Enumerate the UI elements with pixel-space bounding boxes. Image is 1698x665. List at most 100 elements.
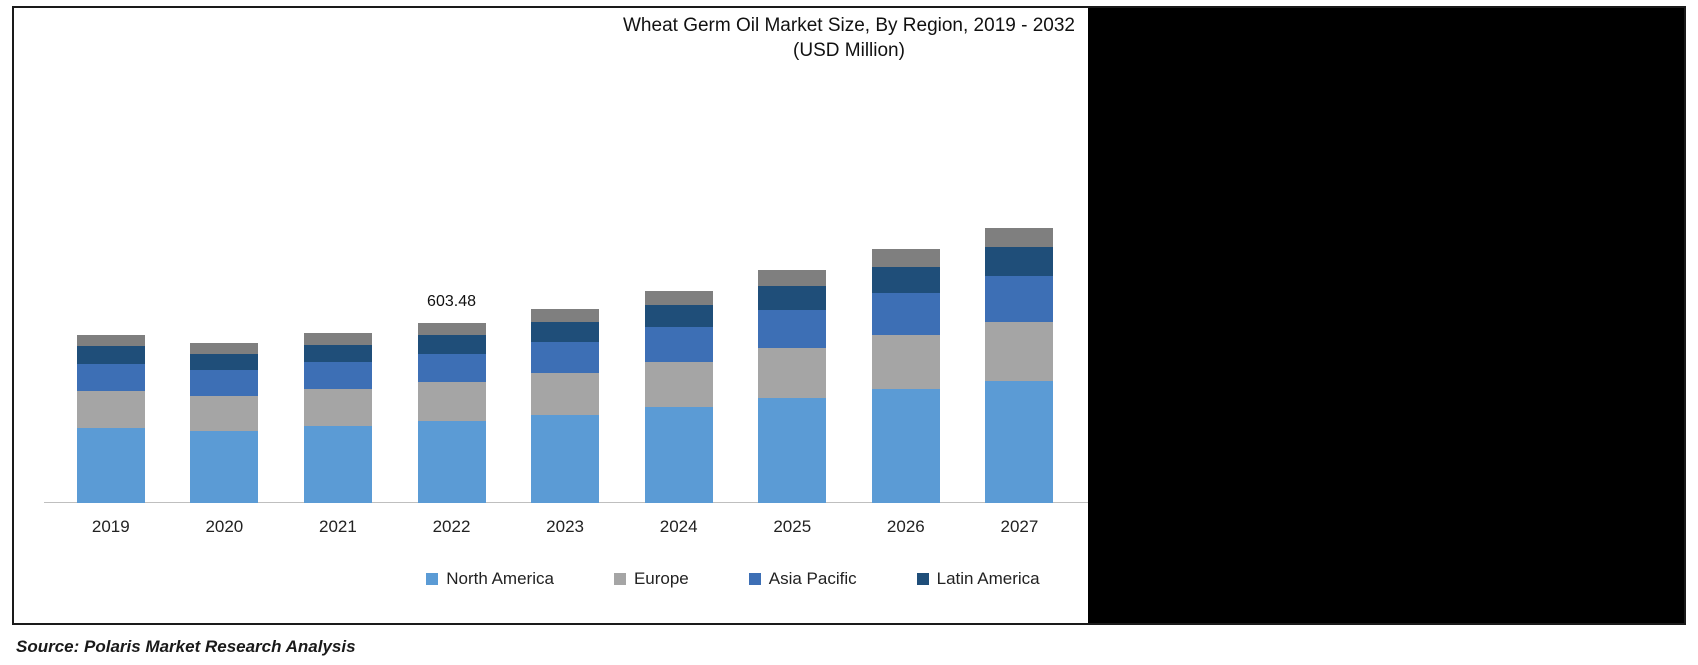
bar-segment — [758, 310, 826, 348]
bar-segment — [1213, 185, 1281, 208]
bar-segment — [1553, 263, 1621, 345]
bar-segment — [304, 345, 372, 363]
legend-swatch — [426, 573, 438, 585]
bar-segment — [1326, 190, 1394, 226]
bar-stack — [1099, 206, 1167, 503]
bar-stack — [1553, 124, 1621, 503]
legend-swatch — [749, 573, 761, 585]
bar-segment — [1440, 173, 1508, 212]
bar-segment — [1099, 228, 1167, 259]
legend-item: Asia Pacific — [749, 569, 857, 589]
bar-segment — [304, 362, 372, 389]
legend-label: Europe — [634, 569, 689, 589]
source-attribution: Source: Polaris Market Research Analysis — [16, 637, 356, 657]
legend-swatch — [614, 573, 626, 585]
bar-segment — [1553, 345, 1621, 503]
bar-slot: 2026 — [849, 249, 963, 503]
bar-segment — [645, 291, 713, 305]
bar-segment — [758, 270, 826, 286]
bar-stack — [1213, 185, 1281, 503]
bars-container: 2019202020212022603.48202320242025202620… — [44, 78, 1654, 503]
bar-segment — [1099, 259, 1167, 310]
bar-segment — [190, 370, 258, 396]
bar-stack — [758, 270, 826, 503]
bar-stack — [872, 249, 940, 503]
bar-segment — [758, 398, 826, 503]
x-axis-label: 2031 — [1455, 517, 1493, 537]
legend-item: Middle East & Africa — [1100, 569, 1272, 589]
bar-segment — [1099, 206, 1167, 227]
x-axis-label: 2025 — [773, 517, 811, 537]
bar-segment — [1213, 242, 1281, 297]
legend-label: North America — [446, 569, 554, 589]
bar-segment — [645, 327, 713, 362]
bar-segment — [872, 335, 940, 389]
bar-segment — [872, 389, 940, 503]
bar-segment — [985, 322, 1053, 381]
bar-segment — [985, 247, 1053, 276]
bar-stack — [304, 333, 372, 503]
x-axis-label: 2032 — [1568, 517, 1606, 537]
bar-segment — [531, 309, 599, 322]
chart-title-line1: Wheat Germ Oil Market Size, By Region, 2… — [14, 14, 1684, 39]
x-axis-label: 2020 — [205, 517, 243, 537]
bar-segment — [1440, 276, 1508, 353]
bar-segment — [531, 342, 599, 373]
bar-stack — [645, 291, 713, 503]
bar-segment — [985, 276, 1053, 322]
bar-segment — [190, 354, 258, 371]
bar-segment — [645, 305, 713, 327]
bar-stack — [531, 309, 599, 503]
x-axis-label: 2024 — [660, 517, 698, 537]
bar-slot: 2027 — [963, 228, 1077, 503]
bar-segment — [1099, 373, 1167, 503]
bar-segment — [418, 335, 486, 354]
bar-slot: 2023 — [508, 309, 622, 503]
bar-slot: 2032 — [1531, 124, 1645, 503]
legend-label: Middle East & Africa — [1120, 569, 1272, 589]
x-axis-label: 2030 — [1341, 517, 1379, 537]
bar-segment — [645, 407, 713, 503]
bar-segment — [1440, 212, 1508, 275]
data-callout: 603.48 — [427, 293, 476, 311]
bar-segment — [1326, 165, 1394, 190]
chart-title-line2: (USD Million) — [14, 39, 1684, 64]
bar-segment — [418, 382, 486, 421]
bar-segment — [1326, 286, 1394, 359]
legend-swatch — [1100, 573, 1112, 585]
bar-stack — [1326, 165, 1394, 503]
bar-segment — [1440, 353, 1508, 503]
bar-stack — [418, 323, 486, 503]
bar-segment — [418, 323, 486, 335]
bar-slot: 2020 — [168, 343, 282, 503]
bar-segment — [77, 391, 145, 428]
bar-stack — [190, 343, 258, 503]
bar-segment — [872, 293, 940, 335]
bar-slot: 2024 — [622, 291, 736, 503]
bar-slot: 2030 — [1303, 165, 1417, 503]
x-axis-label: 2021 — [319, 517, 357, 537]
legend-label: Asia Pacific — [769, 569, 857, 589]
legend-label: Latin America — [937, 569, 1040, 589]
x-axis-label: 2026 — [887, 517, 925, 537]
legend-item: Latin America — [917, 569, 1040, 589]
bar-stack — [77, 335, 145, 503]
bar-slot: 2022603.48 — [395, 323, 509, 503]
bar-slot: 2029 — [1190, 185, 1304, 503]
x-axis-label: 2019 — [92, 517, 130, 537]
bar-stack — [1440, 146, 1508, 503]
bar-segment — [1213, 297, 1281, 366]
bar-segment — [758, 348, 826, 398]
bar-segment — [645, 362, 713, 407]
bar-segment — [1213, 208, 1281, 242]
bar-slot: 2028 — [1076, 206, 1190, 503]
bar-segment — [1099, 309, 1167, 373]
bar-segment — [1326, 227, 1394, 286]
legend-item: Europe — [614, 569, 689, 589]
chart-frame: Wheat Germ Oil Market Size, By Region, 2… — [12, 6, 1686, 625]
bar-segment — [985, 228, 1053, 247]
bar-segment — [77, 346, 145, 364]
bar-segment — [1553, 124, 1621, 153]
bar-segment — [304, 389, 372, 426]
bar-segment — [77, 428, 145, 503]
